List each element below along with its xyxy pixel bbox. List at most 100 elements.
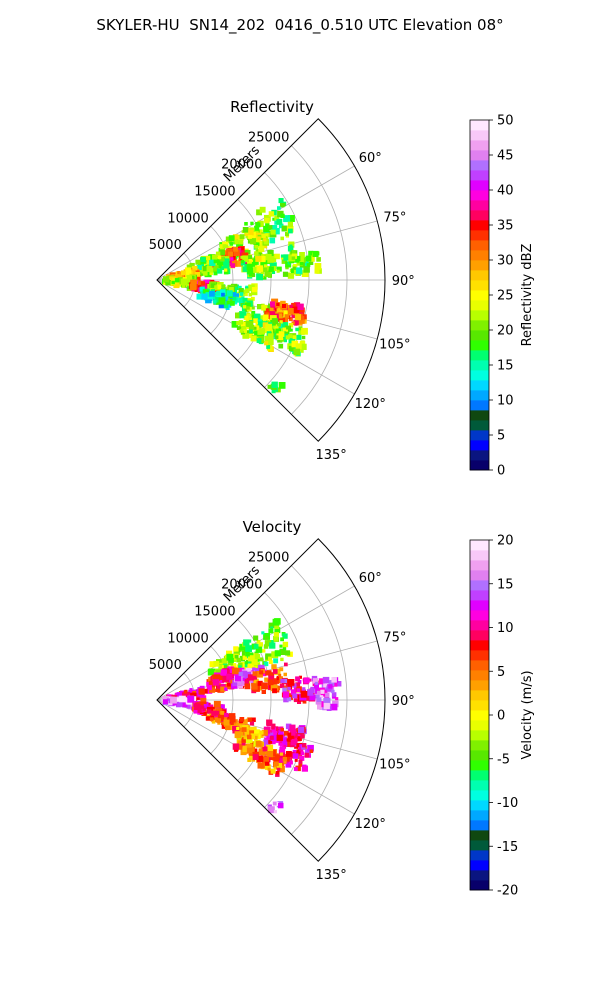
radar-cell <box>274 215 280 221</box>
radar-cell <box>269 301 276 307</box>
radar-cell <box>259 221 263 225</box>
radar-cell <box>236 726 240 730</box>
radar-cell <box>212 679 220 686</box>
radar-cell <box>282 327 287 332</box>
radar-cell <box>242 665 249 672</box>
radar-cell <box>232 292 236 296</box>
radar-cell <box>323 702 330 710</box>
radar-cell <box>242 332 250 339</box>
radar-cell <box>263 644 269 649</box>
radar-cell <box>202 266 209 272</box>
radar-cell <box>249 238 257 245</box>
radar-cell <box>243 329 247 333</box>
radar-cell <box>244 661 248 665</box>
colorbar-tick-label: 10 <box>497 621 514 636</box>
radar-cell <box>287 272 295 279</box>
radar-cell <box>264 761 270 766</box>
radar-cell <box>221 284 226 289</box>
radar-cell <box>278 765 285 773</box>
radar-cell <box>242 307 246 311</box>
colorbar-tick-label: 30 <box>497 254 514 269</box>
radar-cell <box>265 312 273 320</box>
radar-cell <box>250 726 257 734</box>
radar-cell <box>274 624 280 629</box>
radar-cell <box>225 244 229 248</box>
colorbar-band <box>470 450 489 461</box>
colorbar-band <box>470 340 489 351</box>
radar-cell <box>186 274 192 280</box>
radar-cell <box>245 667 251 673</box>
radar-cell <box>163 699 168 705</box>
radar-cell <box>188 703 194 710</box>
azimuth-tick-label: 90° <box>392 274 415 289</box>
colorbar-label: Reflectivity dBZ <box>520 244 535 347</box>
colorbar-band <box>470 240 489 251</box>
radar-cell <box>260 270 265 274</box>
chart-title: Reflectivity <box>230 98 314 116</box>
radar-cell <box>237 740 242 745</box>
colorbar-tick-label: -10 <box>497 796 518 811</box>
radar-cell <box>277 337 283 343</box>
radar-cell <box>277 322 281 327</box>
colorbar-band <box>470 250 489 261</box>
radar-cell <box>242 255 249 263</box>
radar-cell <box>275 387 281 393</box>
radar-cell <box>284 325 291 332</box>
radar-cell <box>267 767 271 771</box>
radar-cell <box>288 317 293 322</box>
azimuth-tick-label: 135° <box>315 868 346 883</box>
radar-cell <box>219 678 225 684</box>
radar-cell <box>187 695 195 703</box>
radar-cell <box>279 752 284 756</box>
radar-cell <box>273 636 279 642</box>
radar-cell <box>244 683 251 690</box>
radar-cell <box>228 715 236 723</box>
radar-cell <box>179 695 186 703</box>
radar-cell <box>279 746 286 753</box>
radar-cell <box>304 752 310 758</box>
radar-cell <box>282 678 287 684</box>
radar-cell <box>274 253 280 260</box>
radar-cell <box>250 733 255 738</box>
radar-cell <box>222 673 230 680</box>
radar-cell <box>303 266 310 273</box>
radar-cell <box>308 678 312 682</box>
radar-cell <box>244 679 249 684</box>
radar-cell <box>331 689 335 694</box>
radar-cell <box>197 706 205 713</box>
radar-cell <box>277 206 281 210</box>
radar-cell <box>281 741 288 747</box>
radar-cell <box>296 334 302 340</box>
radar-cell <box>265 223 270 228</box>
azimuth-tick-label: 75° <box>383 630 406 645</box>
radar-cell <box>252 667 256 671</box>
radar-cell <box>287 334 293 340</box>
radar-cell <box>239 299 246 306</box>
radar-cell <box>221 266 225 270</box>
radar-cell <box>216 659 223 667</box>
radar-cell <box>244 315 249 320</box>
radar-cell <box>232 680 239 687</box>
radar-cell <box>282 333 288 340</box>
colorbar-band <box>470 230 489 241</box>
radar-cell <box>215 291 220 296</box>
colorbar-band <box>470 130 489 141</box>
radar-cell <box>291 250 296 254</box>
radar-cell <box>232 234 239 240</box>
radar-cell <box>228 239 233 244</box>
radar-cell <box>213 266 219 272</box>
radar-cell <box>284 650 291 656</box>
radar-cell <box>210 267 216 273</box>
radar-cell <box>269 307 274 312</box>
radar-cell <box>232 296 237 301</box>
radar-cell <box>285 761 292 768</box>
radar-cell <box>309 694 316 701</box>
radar-cell <box>331 677 337 683</box>
radar-cell <box>168 276 176 284</box>
radar-cell <box>208 680 216 688</box>
radar-cell <box>255 740 262 747</box>
radar-cell <box>263 238 267 242</box>
radar-cell <box>206 255 211 261</box>
radar-cell <box>270 262 277 270</box>
